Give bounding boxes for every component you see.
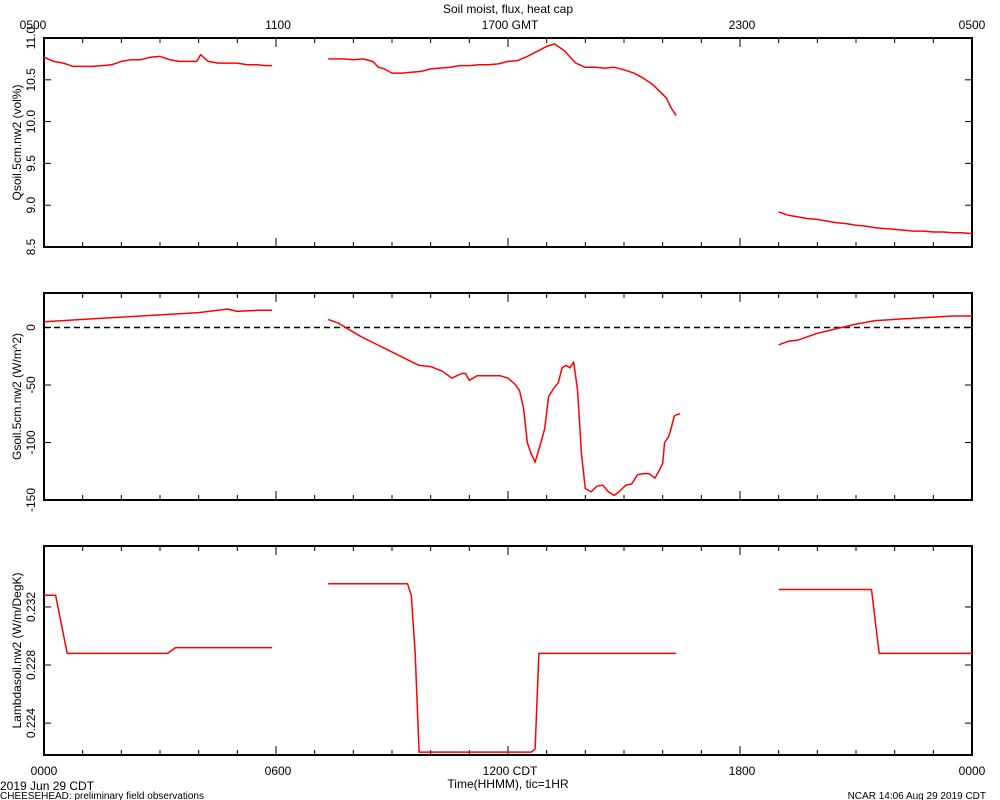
series-line-segment	[44, 594, 273, 655]
y-tick-label: 0.232	[24, 592, 38, 622]
y-tick-label: 11.0	[24, 26, 38, 49]
bottom-tick-label-2: 1200 CDT	[483, 764, 538, 778]
series-line-segment	[43, 53, 273, 68]
footer-right: NCAR 14:06 Aug 29 2019 CDT	[848, 791, 986, 800]
y-tick-label: 0.224	[24, 708, 38, 738]
top-tick-label-4: 0500	[959, 18, 986, 32]
y-tick-label: 10.0	[24, 110, 38, 134]
plot-frame	[43, 545, 973, 756]
series-line-segment	[328, 582, 677, 753]
y-tick-label: 0	[24, 324, 38, 331]
series-line-segment	[43, 308, 273, 323]
y-tick-label: 10.5	[24, 68, 38, 92]
bottom-tick-label-4: 0000	[959, 764, 986, 778]
bottom-tick-label-0: 0000	[31, 764, 58, 778]
y-axis-label: Lambdasoil.nw2 (W/m/DegK)	[10, 572, 24, 728]
y-tick-label: 9.5	[24, 155, 38, 172]
y-tick-label: -150	[24, 488, 38, 512]
y-axis-label: Qsoil.5cm.nw2 (vol%)	[10, 84, 24, 200]
top-tick-label-3: 2300	[729, 18, 756, 32]
bottom-tick-label-1: 0600	[265, 764, 292, 778]
chart-title: Soil moist, flux, heat cap	[443, 2, 573, 16]
footer-left: CHEESEHEAD: preliminary field observatio…	[0, 791, 204, 800]
series-line-segment	[328, 43, 677, 117]
y-tick-label: 0.228	[24, 650, 38, 680]
x-axis-label: Time(HHMM), tic=1HR	[447, 777, 569, 791]
soil-moisture-panel: 8.5 9.0 9.5 10.0 10.5 11.0 Qsoil.5cm.nw2 (vol%…	[10, 26, 973, 255]
plot-frame	[43, 292, 973, 501]
top-tick-label-1: 1100	[265, 18, 291, 32]
y-tick-label: -50	[24, 376, 38, 394]
series-line-segment	[327, 318, 681, 497]
y-tick-label: 9.0	[24, 197, 38, 214]
top-tick-label-2: 1700 GMT	[482, 18, 539, 32]
y-tick-label: 8.5	[24, 238, 38, 255]
y-tick-label: -100	[24, 430, 38, 454]
series-line-segment	[778, 315, 972, 346]
start-date-label: 2019 Jun 29 CDT	[0, 779, 95, 793]
bottom-tick-label-3: 1800	[729, 764, 756, 778]
series-line-segment	[778, 211, 973, 235]
plot-frame	[43, 37, 973, 248]
y-axis-label: Gsoil.5cm.nw2 (W/m^2)	[10, 333, 24, 460]
top-tick-label-0: 0500	[20, 18, 47, 32]
series-line-segment	[778, 588, 972, 655]
